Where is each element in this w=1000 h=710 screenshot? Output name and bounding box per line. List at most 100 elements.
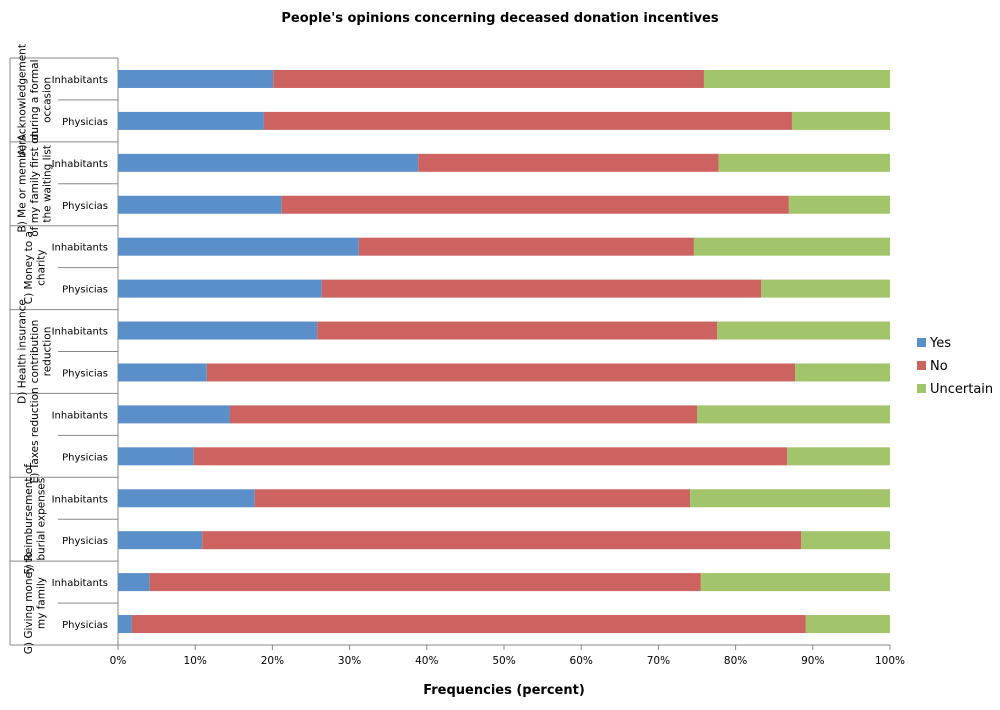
- subcategory-label: Physicias: [62, 285, 108, 296]
- bar-no: [193, 447, 788, 466]
- x-tick-label: 0%: [110, 655, 127, 667]
- group-label: C) Money to acharity: [23, 231, 48, 304]
- group-label: A) Acknowledgementduring a formaloccasio…: [17, 44, 54, 156]
- legend-label: No: [930, 359, 948, 374]
- x-tick-label: 80%: [724, 655, 747, 667]
- bar-yes: [118, 447, 194, 466]
- chart-title: People's opinions concerning deceased do…: [281, 11, 718, 26]
- x-tick-label: 50%: [492, 655, 515, 667]
- legend-swatch-no: [917, 361, 926, 370]
- group-label-line: C) Money to a: [23, 231, 35, 304]
- x-tick-label: 100%: [875, 655, 905, 667]
- subcategory-label: Inhabitants: [52, 327, 108, 338]
- x-tick-label: 90%: [801, 655, 824, 667]
- group-label: E) Taxes reduction: [29, 387, 41, 483]
- group-label-line: G) Giving money to: [23, 552, 35, 654]
- bar-uncertain: [697, 405, 890, 424]
- subcategory-label: Physicias: [62, 620, 108, 631]
- group-label-line: charity: [35, 249, 47, 285]
- group-label-line: burial expenses: [35, 478, 47, 561]
- group-label-line: F) Reimbursement of: [23, 464, 35, 575]
- x-tick-label: 20%: [261, 655, 284, 667]
- bar-no: [202, 531, 802, 550]
- bar-yes: [118, 321, 318, 340]
- subcategory-label: Inhabitants: [52, 410, 108, 421]
- legend-label: Yes: [929, 336, 951, 351]
- subcategory-label: Physicias: [62, 201, 108, 212]
- bar-uncertain: [801, 531, 890, 550]
- bar-no: [131, 615, 806, 634]
- bar-yes: [118, 69, 274, 88]
- group-label-line: A) Acknowledgement: [17, 44, 29, 156]
- bar-uncertain: [717, 321, 890, 340]
- subcategory-label: Physicias: [62, 368, 108, 379]
- subcategory-label: Physicias: [62, 117, 108, 128]
- group-label-line: during a formal: [29, 60, 41, 141]
- bar-no: [254, 489, 691, 508]
- bar-no: [229, 405, 697, 424]
- group-label: G) Giving money tomy family: [23, 552, 48, 654]
- bar-uncertain: [718, 153, 890, 172]
- bar-no: [317, 321, 718, 340]
- bar-uncertain: [690, 489, 890, 508]
- legend-label: Uncertain: [930, 382, 993, 397]
- bar-yes: [118, 111, 264, 130]
- bar-uncertain: [791, 111, 890, 130]
- bar-uncertain: [693, 237, 890, 256]
- group-label: F) Reimbursement ofburial expenses: [23, 464, 48, 575]
- bar-yes: [118, 153, 419, 172]
- bar-no: [321, 279, 762, 298]
- bar-no: [206, 363, 796, 382]
- group-label-line: of my family first on: [29, 131, 41, 237]
- bar-uncertain: [700, 573, 890, 592]
- group-label-line: B) Me or members: [17, 135, 29, 232]
- subcategory-label: Physicias: [62, 536, 108, 547]
- group-label-line: my family: [35, 577, 47, 629]
- bar-yes: [118, 573, 150, 592]
- bar-uncertain: [761, 279, 890, 298]
- x-tick-label: 30%: [338, 655, 361, 667]
- subcategory-label: Inhabitants: [52, 159, 108, 170]
- bar-yes: [118, 531, 203, 550]
- bar-uncertain: [805, 615, 890, 634]
- x-tick-label: 40%: [415, 655, 438, 667]
- x-tick-label: 10%: [184, 655, 207, 667]
- bar-no: [358, 237, 694, 256]
- bar-uncertain: [788, 195, 890, 214]
- bar-uncertain: [795, 363, 890, 382]
- subcategory-label: Inhabitants: [52, 494, 108, 505]
- legend-swatch-yes: [917, 338, 926, 347]
- group-label-line: contribution: [29, 320, 41, 384]
- bar-no: [281, 195, 789, 214]
- group-label-line: reduction: [42, 327, 54, 377]
- group-label-line: occasion: [42, 77, 54, 123]
- group-label-line: D) Health insurance: [17, 299, 29, 404]
- bar-no: [273, 69, 704, 88]
- group-label: B) Me or membersof my family first onthe…: [17, 131, 54, 237]
- bar-yes: [118, 237, 359, 256]
- group-label: D) Health insurancecontributionreduction: [17, 299, 54, 404]
- bar-no: [149, 573, 701, 592]
- subcategory-label: Inhabitants: [52, 243, 108, 254]
- x-tick-label: 70%: [647, 655, 670, 667]
- bar-yes: [118, 489, 255, 508]
- group-label-line: E) Taxes reduction: [29, 387, 41, 483]
- bar-no: [418, 153, 719, 172]
- bar-uncertain: [787, 447, 890, 466]
- group-label-line: the waiting list: [42, 145, 54, 223]
- bar-yes: [118, 363, 207, 382]
- x-tick-label: 60%: [570, 655, 593, 667]
- subcategory-label: Inhabitants: [52, 75, 108, 86]
- subcategory-label: Inhabitants: [52, 578, 108, 589]
- legend-swatch-uncertain: [917, 384, 926, 393]
- bar-yes: [118, 405, 230, 424]
- bar-yes: [118, 195, 282, 214]
- bar-yes: [118, 615, 132, 634]
- bar-uncertain: [703, 69, 890, 88]
- subcategory-label: Physicias: [62, 452, 108, 463]
- bar-yes: [118, 279, 322, 298]
- bar-no: [263, 111, 792, 130]
- x-axis-label: Frequencies (percent): [423, 683, 585, 698]
